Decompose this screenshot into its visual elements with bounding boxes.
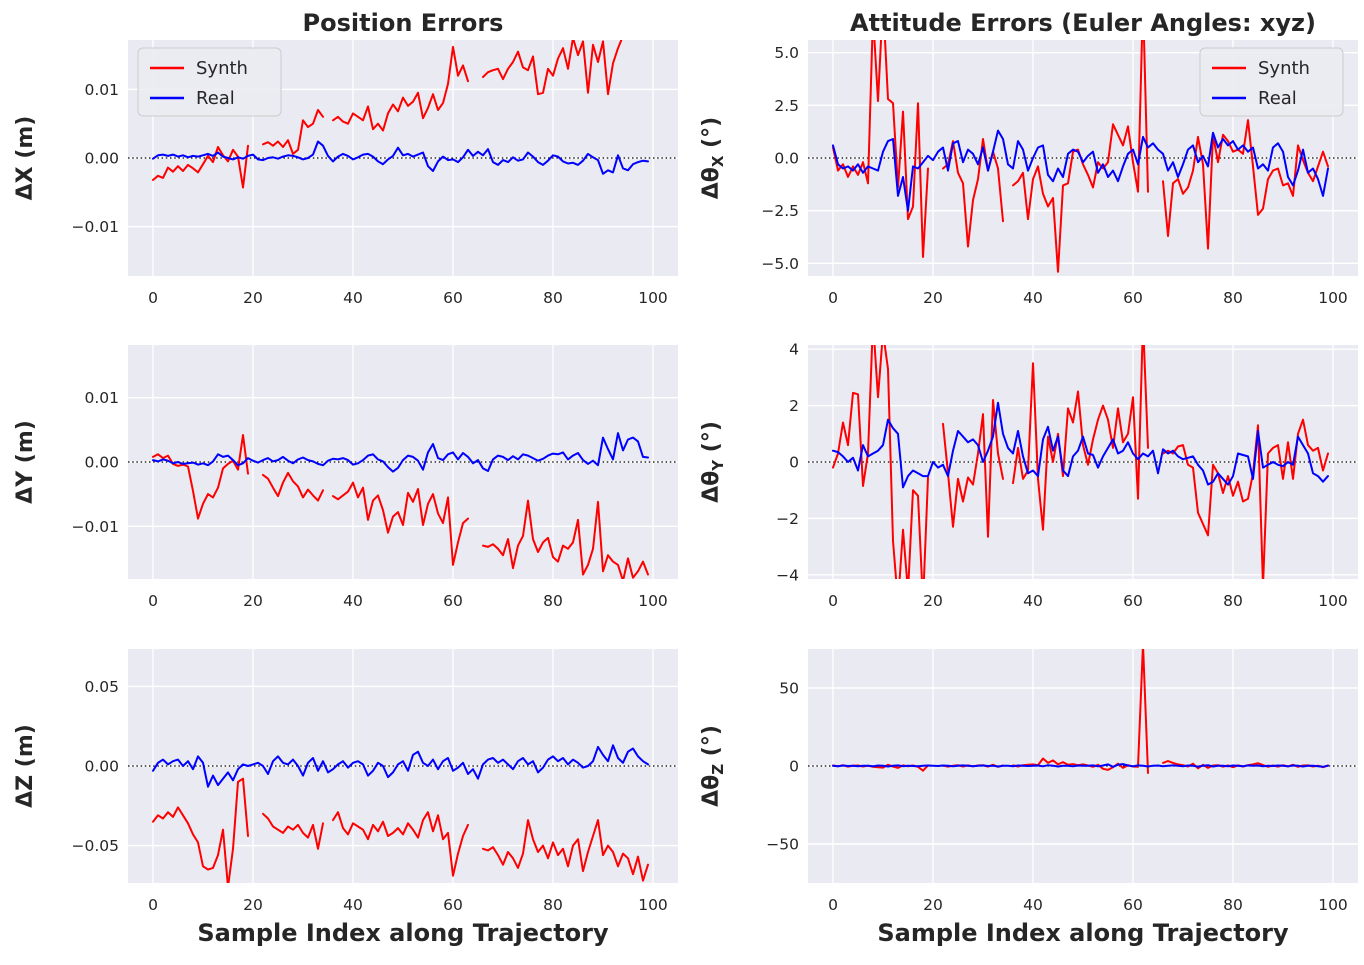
pos-z-synth-line (152, 777, 649, 883)
att-y-real-line (832, 401, 1329, 489)
x-tick-label: 20 (243, 289, 263, 307)
x-tick-label: 100 (638, 592, 668, 610)
att-x-real-line (832, 129, 1329, 212)
x-axis-label-pos-z: Sample Index along Trajectory (197, 919, 609, 947)
y-tick-label: −0.01 (72, 218, 120, 236)
y-tick-label: −50 (766, 836, 799, 854)
x-tick-label: 60 (1123, 289, 1143, 307)
pos-z-real-line (152, 744, 649, 788)
x-tick-label: 80 (543, 592, 563, 610)
x-tick-label: 0 (828, 592, 838, 610)
y-tick-label: −2.5 (761, 202, 799, 220)
y-axis-label-att-z: ΔθZ (°) (699, 725, 727, 807)
x-tick-label: 40 (343, 592, 363, 610)
y-tick-label: 0.00 (84, 454, 119, 472)
x-tick-label: 20 (923, 896, 943, 914)
y-tick-label: −0.05 (72, 837, 120, 855)
y-tick-label: 5.0 (774, 44, 799, 62)
x-tick-label: 60 (443, 592, 463, 610)
y-tick-label: 0.00 (84, 758, 119, 776)
panel-pos-z: 0 20 40 60 80 100 0.05 0.00 −0.05 ΔZ (m) Sample In… (13, 649, 678, 947)
x-tick-label: 80 (1223, 289, 1243, 307)
panel-att-z: 0 20 40 60 80 100 50 0 −50 ΔθZ (°) Sample Index al… (699, 649, 1358, 947)
legend-synth-label: Synth (1258, 58, 1310, 79)
y-axis-label-att-x: ΔθX (°) (699, 117, 727, 200)
panel-att-x: 0 20 40 60 80 100 5.0 2.5 0.0 −2.5 −5.0 Attitude Er… (699, 9, 1358, 307)
y-tick-label: 0.01 (84, 389, 119, 407)
y-axis-label-pos-z: ΔZ (m) (13, 724, 38, 808)
att-y-synth-line (832, 345, 1329, 579)
y-tick-label: −4 (776, 566, 799, 584)
x-tick-label: 80 (543, 289, 563, 307)
pos-x-real-line (152, 140, 649, 175)
att-x-synth-line (832, 40, 1329, 273)
panel-title-pos-x: Position Errors (303, 9, 504, 37)
pos-y-synth-line (152, 434, 649, 579)
y-tick-label: 0 (789, 758, 799, 776)
y-tick-label: 0 (789, 454, 799, 472)
x-tick-label: 100 (638, 289, 668, 307)
x-tick-label: 100 (1318, 289, 1348, 307)
y-tick-label: −2 (776, 510, 799, 528)
y-axis-label-pos-y: ΔY (m) (13, 420, 38, 504)
x-tick-label: 40 (1023, 896, 1043, 914)
x-tick-label: 20 (243, 896, 263, 914)
x-tick-label: 100 (1318, 592, 1348, 610)
x-tick-label: 40 (1023, 592, 1043, 610)
y-axis-label-pos-x: ΔX (m) (13, 116, 38, 201)
x-axis-label-att-z: Sample Index along Trajectory (877, 919, 1289, 947)
y-tick-label: −0.01 (72, 518, 120, 536)
x-tick-label: 40 (1023, 289, 1043, 307)
pos-x-synth-line (152, 40, 623, 189)
pos-y-real-line (152, 432, 649, 473)
y-tick-label: 2.5 (774, 97, 799, 115)
x-tick-label: 0 (148, 289, 158, 307)
legend-synth-label: Synth (196, 58, 248, 79)
panel-pos-y: 0 20 40 60 80 100 0.01 0.00 −0.01 ΔY (m) (13, 345, 678, 610)
x-tick-label: 40 (343, 289, 363, 307)
y-tick-label: 4 (789, 341, 799, 359)
y-axis-label-att-y: ΔθY (°) (699, 421, 727, 503)
x-tick-label: 20 (923, 592, 943, 610)
x-tick-label: 100 (1318, 896, 1348, 914)
legend-pos-x: Synth Real (137, 47, 282, 117)
panel-pos-x: 0 20 40 60 80 100 0.01 0.00 −0.01 Position Errors… (13, 9, 678, 307)
y-tick-label: 0.00 (84, 150, 119, 168)
y-tick-label: 2 (789, 397, 799, 415)
x-tick-label: 0 (148, 896, 158, 914)
legend-real-label: Real (196, 88, 235, 109)
panel-title-att-x: Attitude Errors (Euler Angles: xyz) (850, 9, 1316, 37)
x-tick-label: 100 (638, 896, 668, 914)
x-tick-label: 60 (443, 896, 463, 914)
legend-real-label: Real (1258, 88, 1297, 109)
x-tick-label: 0 (148, 592, 158, 610)
x-tick-label: 80 (543, 896, 563, 914)
y-tick-label: 50 (779, 680, 799, 698)
x-tick-label: 80 (1223, 896, 1243, 914)
x-tick-label: 20 (923, 289, 943, 307)
y-tick-label: 0.01 (84, 81, 119, 99)
x-tick-label: 60 (1123, 896, 1143, 914)
att-z-real-line (832, 763, 1329, 768)
x-tick-label: 0 (828, 896, 838, 914)
legend-att-x: Synth Real (1199, 47, 1344, 117)
x-tick-label: 80 (1223, 592, 1243, 610)
y-tick-label: 0.05 (84, 678, 119, 696)
x-tick-label: 60 (443, 289, 463, 307)
y-tick-label: 0.0 (774, 150, 799, 168)
y-tick-label: −5.0 (761, 255, 799, 273)
x-tick-label: 0 (828, 289, 838, 307)
x-tick-label: 40 (343, 896, 363, 914)
x-tick-label: 60 (1123, 592, 1143, 610)
x-tick-label: 20 (243, 592, 263, 610)
